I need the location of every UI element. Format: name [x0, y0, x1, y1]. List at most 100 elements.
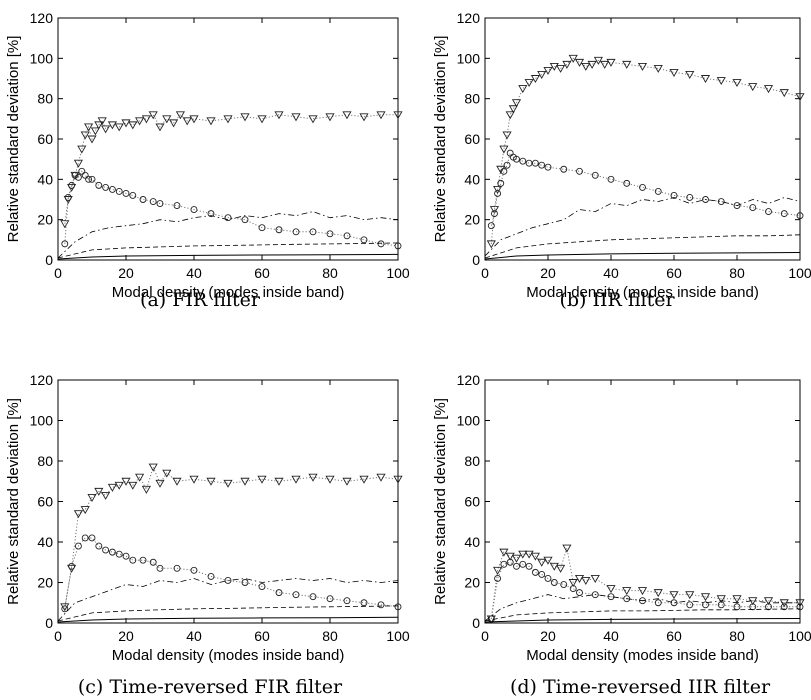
circle-marker	[525, 562, 533, 570]
y-tick-label: 40	[37, 534, 53, 550]
triangle-marker	[162, 115, 172, 124]
triangle-marker	[524, 550, 534, 559]
circle-marker	[85, 175, 93, 183]
triangle-marker	[60, 220, 70, 229]
y-tick-label: 80	[464, 91, 480, 107]
triangle-marker	[568, 54, 578, 63]
circle-marker	[64, 194, 72, 201]
triangle-marker	[486, 240, 496, 249]
triangle-marker	[359, 475, 369, 484]
circle-marker	[173, 564, 181, 572]
circle-marker	[343, 597, 351, 605]
circle-marker	[68, 562, 76, 570]
triangle-marker	[622, 60, 632, 69]
x-tick-label: 20	[118, 265, 134, 281]
circle-marker	[796, 212, 804, 220]
triangle-marker	[90, 127, 100, 136]
axes-box	[484, 17, 801, 261]
circle-marker	[765, 208, 772, 216]
circle-marker	[108, 548, 116, 556]
circle-marker	[81, 534, 89, 542]
y-tick-label: 100	[457, 413, 481, 429]
triangles-series-line	[490, 547, 800, 620]
triangle-marker	[556, 64, 566, 73]
triangle-marker	[342, 111, 352, 120]
triangle-marker	[518, 550, 528, 559]
triangle-marker	[94, 487, 104, 496]
x-tick-label: 100	[788, 265, 811, 281]
y-tick-label: 60	[37, 131, 53, 147]
triangle-marker	[518, 85, 528, 94]
triangle-marker	[87, 135, 97, 144]
triangle-marker	[325, 475, 335, 484]
circle-marker	[61, 605, 69, 613]
triangle-marker	[240, 477, 250, 486]
triangle-marker	[496, 165, 506, 174]
axes-box	[57, 17, 399, 261]
circle-marker	[513, 155, 520, 163]
circle-marker	[550, 579, 558, 586]
y-axis-label: Relative standard deviation [%]	[432, 36, 449, 243]
y-tick-label: 120	[30, 372, 54, 388]
circle-marker	[115, 550, 123, 558]
triangle-marker	[562, 544, 572, 553]
triangle-marker	[499, 145, 509, 154]
triangle-marker	[73, 510, 83, 519]
circle-marker	[224, 214, 232, 222]
circle-marker	[500, 167, 508, 175]
axes-box	[57, 379, 399, 624]
panel-c: 0 20 40 60 80 100 0 20 40 60 80 100 120 Modal density…	[5, 372, 410, 698]
y-tick-label: 40	[464, 534, 480, 550]
y-tick-label: 60	[464, 494, 480, 510]
panel-caption: (c) Time-reversed FIR filter	[78, 676, 343, 698]
y-tick-label: 120	[457, 10, 481, 26]
circle-marker	[780, 603, 788, 611]
circle-marker	[765, 603, 772, 611]
dashdot-series-line	[57, 211, 399, 259]
circle-marker	[519, 157, 527, 165]
circle-marker	[122, 189, 130, 197]
x-tick-label: 20	[118, 628, 134, 644]
circle-marker	[95, 542, 103, 550]
circle-marker	[326, 595, 334, 603]
triangle-marker	[779, 89, 789, 98]
circle-marker	[95, 181, 103, 189]
triangle-marker	[669, 591, 679, 600]
circle-marker	[733, 202, 741, 210]
circle-marker	[190, 566, 198, 574]
panel-a: 0 20 40 60 80 100 0 20 40 60 80 100 120 Modal density…	[5, 10, 410, 311]
circle-marker	[241, 216, 249, 224]
triangle-marker	[393, 111, 403, 120]
triangle-marker	[700, 593, 711, 602]
panel-caption: (a) FIR filter	[140, 289, 261, 311]
triangle-marker	[505, 111, 515, 120]
triangle-marker	[600, 60, 610, 69]
triangle-marker	[101, 491, 111, 500]
y-tick-label: 0	[472, 615, 480, 631]
triangle-marker	[141, 115, 151, 124]
dashed-series-line	[57, 242, 399, 259]
y-tick-label: 60	[37, 494, 53, 510]
x-tick-label: 40	[186, 265, 202, 281]
triangle-marker	[505, 552, 515, 561]
triangle-marker	[653, 64, 663, 73]
x-tick-label: 20	[540, 628, 556, 644]
circle-marker	[487, 222, 495, 230]
x-tick-label: 60	[254, 265, 270, 281]
triangle-marker	[543, 66, 553, 75]
x-tick-label: 0	[54, 265, 62, 281]
triangles-series-line	[490, 57, 801, 244]
circle-marker	[491, 210, 498, 218]
triangle-marker	[590, 575, 600, 583]
triangle-marker	[274, 111, 284, 120]
circle-marker	[88, 534, 96, 542]
triangle-marker	[732, 595, 742, 604]
y-tick-label: 100	[30, 413, 54, 429]
y-tick-label: 80	[37, 91, 53, 107]
y-axis-label: Relative standard deviation [%]	[5, 398, 22, 605]
circle-marker	[503, 161, 511, 169]
triangles-series-line	[64, 465, 399, 607]
circle-marker	[519, 560, 527, 568]
y-tick-label: 80	[464, 453, 480, 469]
circle-marker	[139, 196, 147, 203]
